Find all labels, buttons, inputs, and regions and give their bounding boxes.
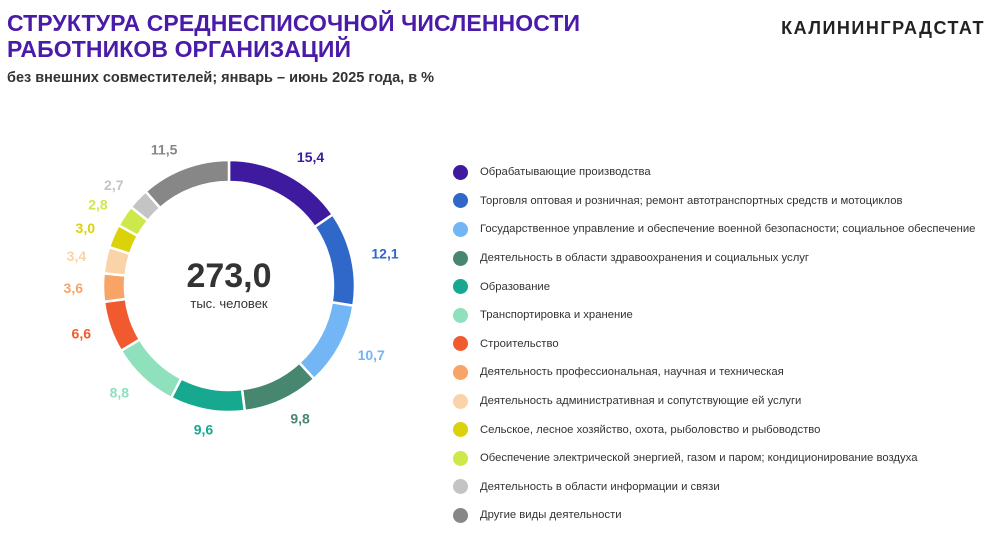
- legend-swatch: [453, 336, 468, 352]
- legend-item: Деятельность административная и сопутств…: [453, 387, 975, 416]
- legend-item: Обрабатывающие производства: [453, 158, 975, 187]
- legend-item: Деятельность в области здравоохранения и…: [453, 244, 975, 273]
- legend-swatch: [453, 422, 468, 438]
- legend-label: Транспортировка и хранение: [480, 309, 633, 322]
- chart-legend: Обрабатывающие производства Торговля опто…: [453, 158, 975, 530]
- legend-swatch: [453, 479, 468, 495]
- legend-swatch: [453, 393, 468, 409]
- center-total-value: 273,0: [186, 257, 271, 295]
- legend-item: Транспортировка и хранение: [453, 301, 975, 330]
- legend-swatch: [453, 307, 468, 323]
- donut-slice-4: [240, 360, 316, 413]
- donut-slice-8: [101, 271, 128, 304]
- slice-labels: 15,4 12,1 10,7 9,8 9,6 8,8 6,6 3,6 3,4 3,0 2,8 2,7 1…: [64, 141, 399, 437]
- legend-label: Обеспечение электрической энергией, газо…: [480, 452, 918, 465]
- page-subtitle: без внешних совместителей; январь – июнь…: [7, 70, 435, 86]
- donut-slice-2: [312, 212, 357, 308]
- legend-label: Деятельность в области здравоохранения и…: [480, 252, 810, 265]
- legend-label: Деятельность в области информации и связ…: [480, 480, 720, 493]
- legend-swatch: [453, 364, 468, 380]
- legend-item: Другие виды деятельности: [453, 501, 975, 530]
- legend-label: Деятельность административная и сопутств…: [480, 395, 802, 408]
- donut-slice-3: [297, 300, 355, 381]
- legend-swatch: [453, 221, 468, 237]
- slice-value-label: 10,7: [358, 347, 385, 363]
- slice-value-label: 8,8: [110, 384, 130, 400]
- slice-value-label: 6,6: [72, 326, 92, 342]
- slice-value-label: 2,8: [88, 197, 108, 213]
- slice-value-label: 3,6: [64, 280, 84, 296]
- donut-slice-7: [102, 297, 142, 353]
- slice-value-label: 9,8: [290, 410, 310, 426]
- legend-label: Государственное управление и обеспечение…: [480, 223, 976, 236]
- legend-item: Деятельность в области информации и связ…: [453, 473, 975, 502]
- legend-item: Торговля оптовая и розничная; ремонт авт…: [453, 187, 975, 216]
- legend-item: Обеспечение электрической энергией, газо…: [453, 444, 975, 473]
- slice-value-label: 12,1: [371, 246, 398, 262]
- legend-label: Строительство: [480, 337, 559, 350]
- slice-value-label: 11,5: [151, 141, 178, 157]
- center-total-unit: тыс. человек: [190, 296, 268, 311]
- legend-item: Образование: [453, 272, 975, 301]
- legend-label: Образование: [480, 280, 551, 293]
- legend-item: Деятельность профессиональная, научная и…: [453, 358, 975, 387]
- legend-swatch: [453, 507, 468, 523]
- slice-value-label: 3,4: [67, 248, 87, 264]
- slice-value-label: 3,0: [76, 220, 96, 236]
- slice-value-label: 2,7: [104, 177, 124, 193]
- legend-label: Другие виды деятельности: [480, 509, 622, 522]
- legend-item: Строительство: [453, 330, 975, 359]
- page-title: СТРУКТУРА СРЕДНЕСПИСОЧНОЙ ЧИСЛЕННОСТИ РА…: [7, 10, 581, 62]
- legend-item: Сельское, лесное хозяйство, охота, рыбол…: [453, 415, 975, 444]
- donut-slice-5: [169, 376, 247, 414]
- legend-label: Деятельность профессиональная, научная и…: [480, 366, 784, 379]
- legend-label: Сельское, лесное хозяйство, охота, рыбол…: [480, 423, 821, 436]
- legend-swatch: [453, 193, 468, 209]
- donut-slice-1: [227, 158, 335, 229]
- legend-swatch: [453, 450, 468, 466]
- donut-slice-6: [119, 337, 183, 400]
- legend-swatch: [453, 164, 468, 180]
- legend-item: Государственное управление и обеспечение…: [453, 215, 975, 244]
- donut-slices: [101, 158, 357, 414]
- brand-logo: КАЛИНИНГРАДСТАТ: [781, 18, 985, 38]
- legend-label: Обрабатывающие производства: [480, 166, 651, 179]
- slice-value-label: 15,4: [297, 149, 324, 165]
- legend-swatch: [453, 250, 468, 266]
- donut-slice-13: [143, 158, 231, 210]
- legend-swatch: [453, 279, 468, 295]
- slice-value-label: 9,6: [194, 422, 214, 438]
- legend-label: Торговля оптовая и розничная; ремонт авт…: [480, 194, 903, 207]
